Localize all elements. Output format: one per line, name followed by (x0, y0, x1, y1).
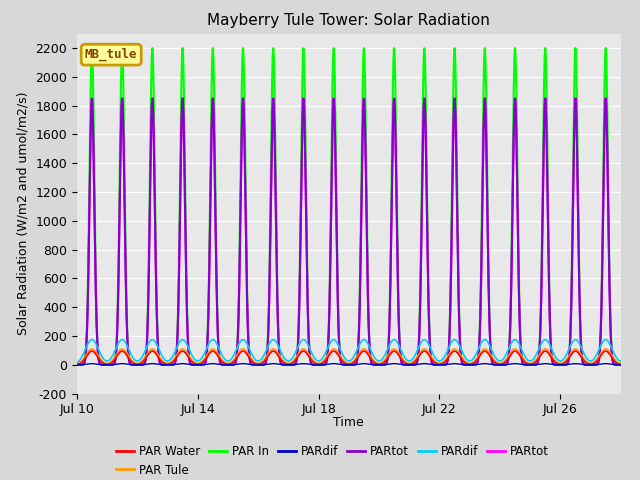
PARtot (73, 362, 81, 368)
PAR In (88, 45, 96, 51)
PAR In (159, 362, 166, 368)
PARtot (366, 352, 374, 358)
PARtot (126, 360, 134, 366)
PARdif (547, 361, 554, 367)
PAR Tule (193, 360, 201, 366)
PARdif (602, 361, 609, 367)
PAR Tule (617, 360, 625, 366)
PAR In (194, 362, 202, 368)
Line: PAR Water: PAR Water (77, 351, 621, 364)
PAR Tule (159, 358, 166, 363)
PARtot (366, 352, 374, 358)
PARtot (194, 362, 202, 368)
Line: PARtot: PARtot (77, 98, 621, 365)
PAR Tule (73, 361, 81, 367)
PARdif (366, 345, 374, 351)
PAR Water (366, 354, 374, 360)
Legend: PAR Water, PAR Tule, PAR In, PARdif, PARtot, PARdif, PARtot: PAR Water, PAR Tule, PAR In, PARdif, PAR… (111, 440, 554, 480)
PARtot (547, 340, 554, 346)
PAR Tule (547, 351, 554, 357)
Title: Mayberry Tule Tower: Solar Radiation: Mayberry Tule Tower: Solar Radiation (207, 13, 490, 28)
PARtot (194, 362, 202, 368)
PAR In (126, 360, 134, 365)
PAR Water (73, 361, 81, 367)
PAR In (271, 78, 278, 84)
PARdif (602, 336, 609, 342)
Text: MB_tule: MB_tule (85, 48, 138, 61)
PAR In (73, 362, 81, 368)
PARdif (159, 362, 166, 368)
PARtot (159, 362, 166, 368)
PARdif (617, 362, 625, 368)
PARtot (547, 340, 554, 346)
PARdif (193, 358, 201, 364)
Line: PAR In: PAR In (77, 48, 621, 365)
PARdif (125, 361, 133, 367)
PARtot (271, 123, 278, 129)
PAR Water (617, 361, 625, 367)
PARdif (270, 337, 278, 343)
PAR Water (270, 348, 278, 354)
PAR Water (159, 360, 166, 365)
PARtot (73, 362, 81, 368)
PAR Water (602, 348, 609, 354)
PARtot (271, 123, 278, 129)
X-axis label: Time: Time (333, 416, 364, 429)
Line: PARtot: PARtot (77, 98, 621, 365)
PAR Tule (366, 352, 374, 358)
PAR Water (193, 361, 201, 367)
PARtot (88, 96, 96, 101)
PARtot (88, 96, 96, 101)
Y-axis label: Solar Radiation (W/m2 and umol/m2/s): Solar Radiation (W/m2 and umol/m2/s) (17, 92, 29, 336)
PARdif (159, 353, 166, 359)
PARtot (159, 362, 166, 368)
PARtot (617, 362, 625, 368)
PARdif (125, 348, 133, 354)
PAR In (617, 362, 625, 368)
PAR Tule (270, 346, 278, 352)
PAR Water (547, 353, 554, 359)
PARtot (126, 360, 134, 366)
PARdif (73, 360, 81, 366)
PARdif (193, 362, 201, 368)
PARdif (73, 362, 81, 368)
PAR Tule (125, 354, 133, 360)
Line: PARdif: PARdif (77, 339, 621, 363)
PAR Tule (602, 346, 609, 352)
PARdif (547, 343, 554, 349)
PAR In (547, 336, 554, 342)
PARdif (366, 361, 374, 367)
PAR In (366, 350, 374, 356)
PAR Water (125, 357, 133, 362)
Line: PARdif: PARdif (77, 364, 621, 365)
PARdif (270, 361, 278, 367)
PARtot (617, 362, 625, 368)
PARdif (617, 358, 625, 364)
Line: PAR Tule: PAR Tule (77, 349, 621, 364)
